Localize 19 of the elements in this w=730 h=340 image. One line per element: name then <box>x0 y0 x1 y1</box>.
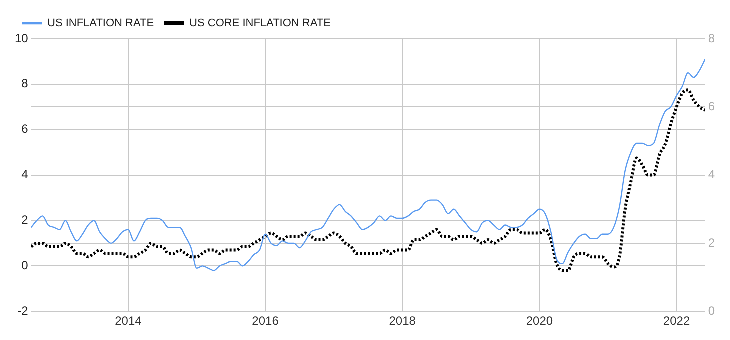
x-tick-label: 2020 <box>526 314 554 328</box>
legend-label: US CORE INFLATION RATE <box>190 18 331 30</box>
y-tick-label: 8 <box>22 76 29 91</box>
y2-tick-label: 0 <box>708 304 716 318</box>
y2-tick-label: 4 <box>708 168 716 182</box>
y-tick-label: 4 <box>22 168 29 182</box>
x-tick-label: 2014 <box>115 314 142 328</box>
y-tick-label: -2 <box>18 304 29 318</box>
y-tick-label: 0 <box>22 258 29 272</box>
y-tick-label: 2 <box>22 213 29 228</box>
x-tick-label: 2022 <box>663 314 690 328</box>
y2-tick-label: 2 <box>708 236 716 250</box>
x-tick-label: 2016 <box>252 314 280 328</box>
y-tick-label: 6 <box>22 122 29 136</box>
y-tick-label: 10 <box>14 31 29 46</box>
x-tick-label: 2018 <box>389 314 416 328</box>
y2-tick-label: 6 <box>708 99 716 114</box>
legend-label: US INFLATION RATE <box>48 18 154 30</box>
y2-tick-label: 8 <box>708 31 716 46</box>
